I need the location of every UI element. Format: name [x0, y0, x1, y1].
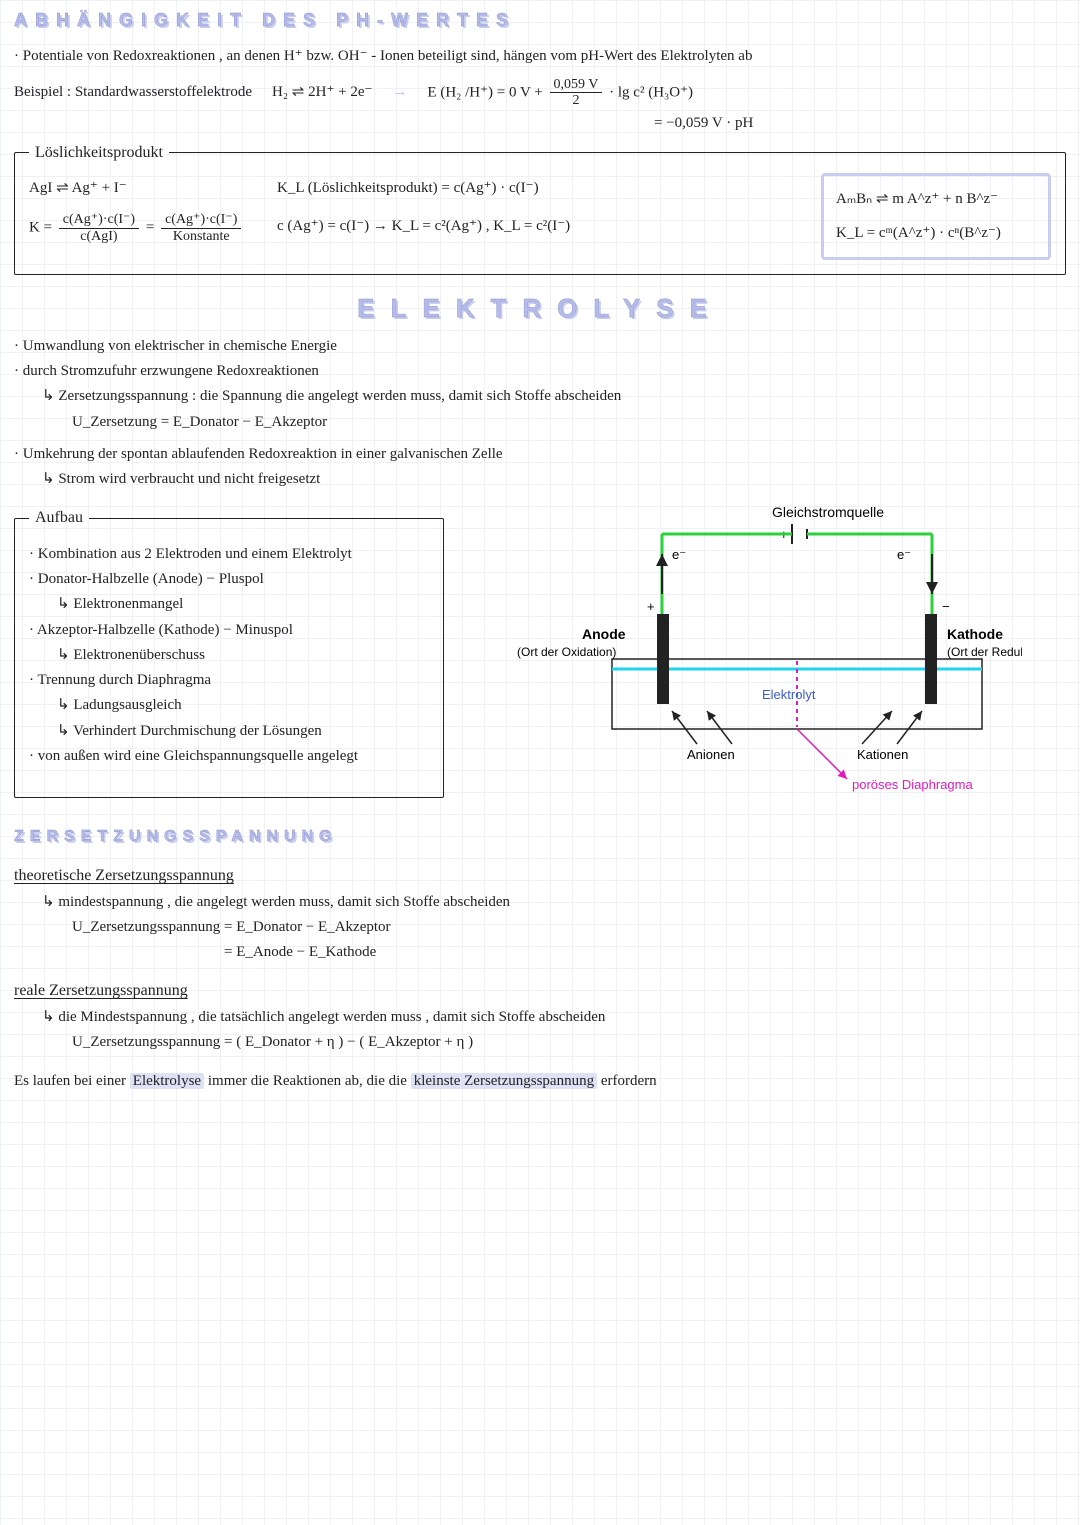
title-elektrolyse: ELEKTROLYSE: [14, 291, 1066, 326]
equation: U_Zersetzungsspannung = E_Donator − E_Ak…: [72, 917, 1066, 937]
svg-text:(Ort der Reduktion): (Ort der Reduktion): [947, 645, 1022, 659]
equation: AₘBₙ ⇌ m A^z⁺ + n B^z⁻: [836, 189, 1036, 209]
svg-text:Kathode: Kathode: [947, 626, 1003, 642]
text: Ladungsausgleich: [57, 695, 429, 715]
equation: = E_Anode − E_Kathode: [224, 942, 1066, 962]
svg-text:Kationen: Kationen: [857, 747, 908, 762]
equation: U_Zersetzung = E_Donator − E_Akzeptor: [72, 412, 1066, 432]
equation: U_Zersetzungsspannung = ( E_Donator + η …: [72, 1032, 1066, 1052]
svg-text:Elektrolyt: Elektrolyt: [762, 687, 816, 702]
equation: = −0,059 V · pH: [654, 113, 1066, 133]
box-legend: Aufbau: [29, 507, 89, 529]
equation: E (H₂ /H⁺) = 0 V + 0,059 V2 · lg c² (H₃O…: [427, 77, 693, 109]
box-legend: Löslichkeitsprodukt: [29, 142, 169, 164]
svg-text:−: −: [942, 599, 950, 614]
svg-text:Anionen: Anionen: [687, 747, 735, 762]
svg-text:+: +: [647, 599, 655, 614]
text: Elektronenüberschuss: [57, 645, 429, 665]
title-ph: ABHÄNGIGKEIT DES PH-WERTES: [14, 8, 1066, 32]
text: Beispiel : Standardwasserstoffelektrode: [14, 82, 252, 102]
diagram-label: Gleichstromquelle: [772, 504, 884, 520]
text: · Umkehrung der spontan ablaufenden Redo…: [14, 444, 1066, 464]
text: · durch Stromzufuhr erzwungene Redoxreak…: [14, 361, 1066, 381]
text: die Mindestspannung , die tatsächlich an…: [42, 1007, 1066, 1027]
svg-text:(Ort der Oxidation): (Ort der Oxidation): [517, 645, 616, 659]
box-loeslichkeit: Löslichkeitsprodukt AgI ⇌ Ag⁺ + I⁻ K = c…: [14, 142, 1066, 275]
svg-text:e⁻: e⁻: [897, 547, 911, 562]
highlight-box: AₘBₙ ⇌ m A^z⁺ + n B^z⁻ K_L = cᵐ(A^z⁺) · …: [821, 173, 1051, 260]
subheading: theoretische Zersetzungsspannung: [14, 865, 1066, 887]
text: mindestspannung , die angelegt werden mu…: [42, 892, 1066, 912]
text: Elektronenmangel: [57, 594, 429, 614]
subheading: reale Zersetzungsspannung: [14, 980, 1066, 1002]
text: · Potentiale von Redoxreaktionen , an de…: [14, 46, 1066, 66]
electrolysis-diagram: Gleichstromquelle +− e⁻ e⁻ + −: [462, 499, 1022, 805]
equation: K_L (Löslichkeitsprodukt) = c(Ag⁺) · c(I…: [277, 178, 803, 198]
equation: K = c(Ag⁺)·c(I⁻)c(AgI) = c(Ag⁺)·c(I⁻)Kon…: [29, 212, 259, 244]
text: · von außen wird eine Gleichspannungsque…: [29, 746, 429, 766]
text: Es laufen bei einer Elektrolyse immer di…: [14, 1071, 1066, 1091]
text: · Umwandlung von elektrischer in chemisc…: [14, 336, 1066, 356]
text: · Akzeptor-Halbzelle (Kathode) − Minuspo…: [29, 620, 429, 640]
text: Strom wird verbraucht und nicht freigese…: [42, 469, 1066, 489]
text: · Donator-Halbzelle (Anode) − Pluspol: [29, 569, 429, 589]
svg-text:e⁻: e⁻: [672, 547, 686, 562]
text: Zersetzungsspannung : die Spannung die a…: [42, 386, 1066, 406]
svg-text:poröses Diaphragma: poröses Diaphragma: [852, 777, 973, 792]
equation: c (Ag⁺) = c(I⁻) → K_L = c²(Ag⁺) , K_L = …: [277, 216, 803, 236]
equation: K_L = cᵐ(A^z⁺) · cⁿ(B^z⁻): [836, 223, 1036, 243]
svg-text:Anode: Anode: [582, 626, 626, 642]
box-aufbau: Aufbau · Kombination aus 2 Elektroden un…: [14, 507, 444, 797]
text: Verhindert Durchmischung der Lösungen: [57, 721, 429, 741]
equation: H₂ ⇌ 2H⁺ + 2e⁻: [272, 82, 372, 102]
title-zersetzung: ZERSETZUNGSSPANNUNG: [14, 826, 1066, 848]
text: · Trennung durch Diaphragma: [29, 670, 429, 690]
text: · Kombination aus 2 Elektroden und einem…: [29, 544, 429, 564]
equation: AgI ⇌ Ag⁺ + I⁻: [29, 178, 259, 198]
